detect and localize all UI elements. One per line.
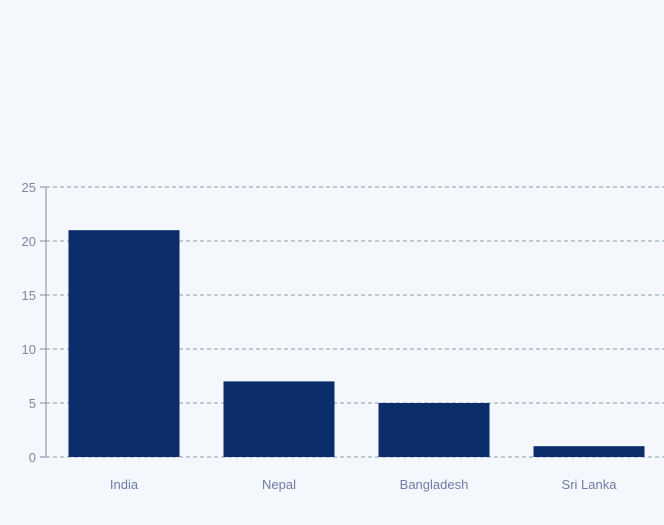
bars <box>68 230 645 457</box>
bar-india <box>68 230 180 457</box>
x-tick-labels: India Nepal Bangladesh Sri Lanka <box>110 477 617 492</box>
x-tick-label-bangladesh: Bangladesh <box>400 477 469 492</box>
gridlines <box>46 186 664 404</box>
bar-nepal <box>223 381 335 457</box>
x-tick-label-sri-lanka: Sri Lanka <box>562 477 618 492</box>
bar-bangladesh <box>378 403 490 457</box>
y-tick-label-20: 20 <box>22 234 36 249</box>
bar-sri-lanka <box>533 446 645 457</box>
x-tick-label-india: India <box>110 477 139 492</box>
y-tick-label-25: 25 <box>22 180 36 195</box>
x-tick-label-nepal: Nepal <box>262 477 296 492</box>
y-tick-label-15: 15 <box>22 288 36 303</box>
y-tick-label-10: 10 <box>22 342 36 357</box>
y-tick-labels: 0 5 10 15 20 25 <box>22 180 36 465</box>
y-tick-label-5: 5 <box>29 396 36 411</box>
y-tick-label-0: 0 <box>29 450 36 465</box>
